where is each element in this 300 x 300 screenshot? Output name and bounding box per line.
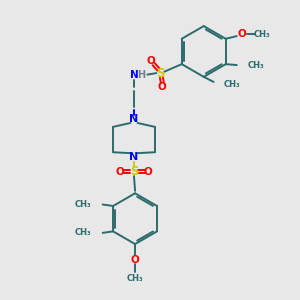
Text: S: S	[157, 67, 165, 80]
Text: O: O	[115, 167, 124, 177]
Text: CH₃: CH₃	[247, 61, 264, 70]
Text: CH₃: CH₃	[75, 200, 92, 209]
Text: O: O	[238, 29, 247, 39]
Text: CH₃: CH₃	[253, 30, 270, 39]
Text: O: O	[131, 255, 140, 265]
Text: CH₃: CH₃	[223, 80, 240, 89]
Text: CH₃: CH₃	[127, 274, 143, 283]
Text: N: N	[129, 114, 139, 124]
Text: H: H	[137, 70, 146, 80]
Text: N: N	[130, 70, 138, 80]
Text: O: O	[158, 82, 167, 92]
Text: CH₃: CH₃	[75, 228, 92, 237]
Text: O: O	[144, 167, 153, 177]
Text: O: O	[147, 56, 156, 66]
Text: N: N	[129, 152, 139, 162]
Text: S: S	[130, 165, 138, 178]
